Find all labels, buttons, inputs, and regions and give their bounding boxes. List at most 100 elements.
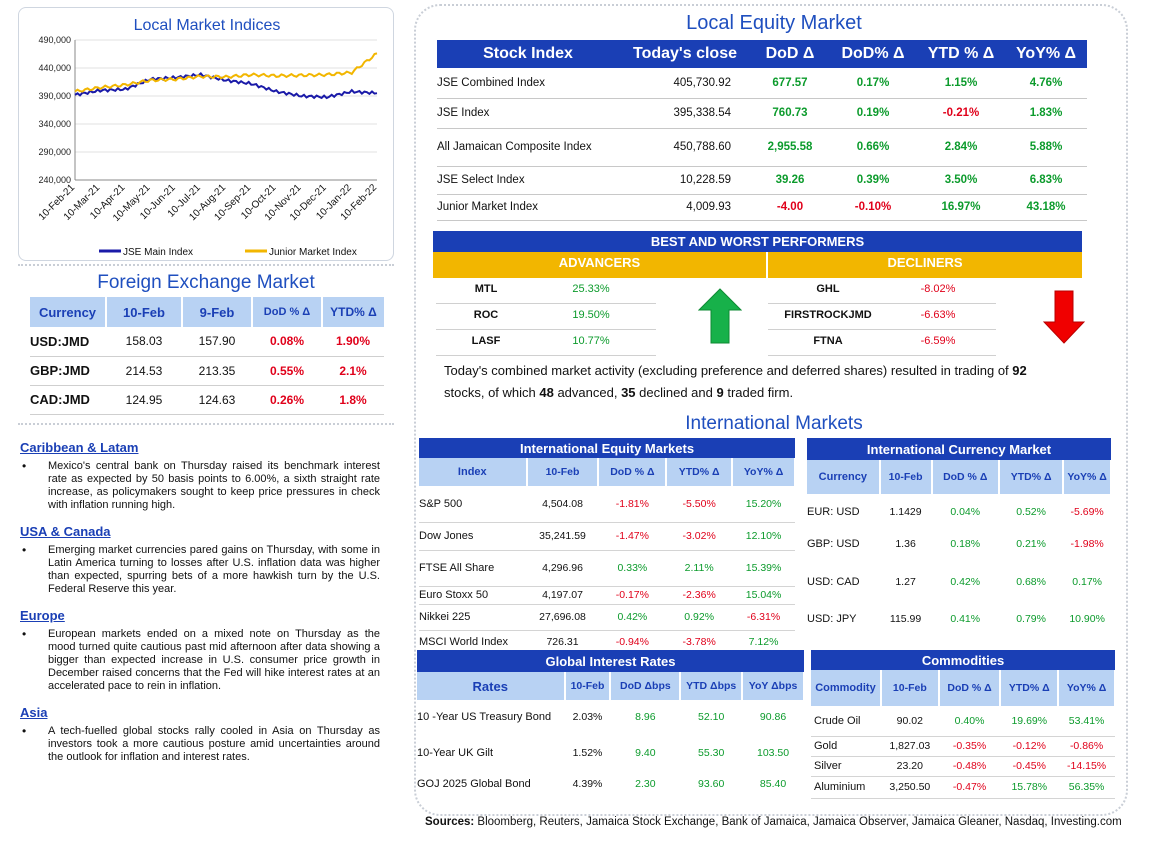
- currency-cell-d: 0.04%: [950, 506, 981, 518]
- equity-row: JSE Select Index 10,228.59 39.26 0.39% 3.50%…: [437, 166, 1087, 195]
- equity-cell-dodp: -0.10%: [829, 194, 917, 221]
- fx-cell-currency: GBP:JMD: [30, 356, 106, 386]
- currency-cell-y: 0.79%: [1016, 613, 1046, 625]
- equity-cell-dod: -4.00: [751, 194, 829, 221]
- equity-row: JSE Combined Index 405,730.92 677.57 0.17% 1…: [437, 68, 1087, 99]
- y-tick-label: 290,000: [38, 147, 71, 157]
- rates-row: 10-Year UK Gilt 1.52% 9.40 55.30 103.50: [417, 734, 804, 772]
- local-equity-table: Stock Index Today's close DoD Δ DoD% Δ Y…: [437, 40, 1087, 221]
- local-equity-title: Local Equity Market: [686, 12, 862, 34]
- equity-header: Index: [419, 458, 528, 486]
- currency-cell-n: EUR: USD: [807, 506, 860, 518]
- equity-cell-n: S&P 500: [419, 486, 527, 523]
- equity-cell-n: FTSE All Share: [419, 550, 527, 587]
- equity-cell-yy: -6.31%: [732, 604, 795, 631]
- fx-cell-ytd: 1.90%: [322, 327, 384, 357]
- rates-row: GOJ 2025 Global Bond 4.39% 2.30 93.60 85.40: [417, 772, 804, 796]
- commodities-cell-d: 0.40%: [938, 706, 1001, 737]
- currency-cell-d: 0.41%: [950, 613, 981, 625]
- commodities-cell-d: -0.47%: [938, 776, 1001, 799]
- commodities-cell-y: -0.12%: [1000, 736, 1059, 757]
- fx-title: Foreign Exchange Market: [97, 272, 315, 293]
- equity-cell-n: Nikkei 225: [419, 604, 527, 631]
- equity-cell-d: 0.33%: [598, 550, 667, 587]
- equity-cell-dod: 677.57: [751, 68, 829, 99]
- currency-cell-yy: 0.17%: [1072, 576, 1103, 588]
- decliner-symbol: GHL: [816, 283, 840, 295]
- news-heading-usa: USA & Canada: [20, 524, 111, 539]
- equity-cell-dodp: 0.17%: [829, 68, 917, 99]
- currency-cell-v: 115.99: [889, 613, 922, 625]
- rates-header: 10-Feb: [564, 672, 612, 700]
- decliner-symbol: FTNA: [813, 335, 843, 347]
- commodities-header: 10-Feb: [880, 670, 940, 706]
- commodities-row: Gold 1,827.03 -0.35% -0.12% -0.86%: [811, 736, 1115, 757]
- news-section: Caribbean & Latam Mexico's central bank …: [20, 440, 380, 764]
- rates-cell-y: 52.10: [698, 711, 725, 723]
- fx-cell-dod: 0.55%: [252, 356, 322, 386]
- rates-cell-d: 9.40: [635, 747, 656, 759]
- equity-cell-dod: 39.26: [751, 166, 829, 195]
- series-line-main: [74, 71, 378, 100]
- equity-cell-v: 4,504.08: [526, 486, 599, 523]
- rates-cell-yy: 85.40: [759, 778, 787, 790]
- rates-cell-yy: 103.50: [756, 747, 790, 759]
- currency-cell-v: 1.36: [895, 538, 916, 550]
- rates-header-row: Rates 10-Feb DoD Δbps YTD Δbps YoY Δbps: [417, 672, 805, 700]
- commodities-cell-d: -0.48%: [938, 756, 1001, 777]
- equity-cell-y: -2.36%: [666, 586, 733, 605]
- sources-text: Bloomberg, Reuters, Jamaica Stock Exchan…: [474, 816, 1122, 828]
- equity-cell-y: -3.02%: [666, 522, 733, 551]
- currency-header: Currency: [807, 460, 881, 494]
- rates-cell-v: 4.39%: [572, 778, 603, 790]
- summary-text-3: advanced,: [553, 385, 622, 400]
- equity-cell-yoy: 5.88%: [1005, 128, 1087, 167]
- equity-cell-ytd: 2.84%: [917, 128, 1005, 167]
- rates-header: DoD Δbps: [610, 672, 682, 700]
- commodities-row: Aluminium 3,250.50 -0.47% 15.78% 56.35%: [811, 776, 1115, 799]
- down-arrow-icon: [1043, 290, 1085, 344]
- equity-row: Euro Stoxx 50 4,197.07 -0.17% -2.36% 15.04%: [419, 586, 795, 605]
- advancer-symbol: MTL: [474, 283, 498, 295]
- currency-row: USD: JPY 115.99 0.41% 0.79% 10.90%: [807, 606, 1111, 632]
- fx-cell-dod: 0.26%: [252, 385, 322, 415]
- y-tick-label: 440,000: [38, 63, 71, 73]
- fx-header-date2: 9-Feb: [182, 297, 253, 327]
- y-tick-label: 240,000: [38, 175, 71, 185]
- equity-cell-yoy: 43.18%: [1005, 194, 1087, 221]
- commodities-header: DoD % Δ: [938, 670, 1002, 706]
- equity-cell-y: 2.11%: [666, 550, 733, 587]
- commodities-title: Commodities: [811, 650, 1115, 670]
- rates-header: Rates: [417, 672, 566, 700]
- commodities-cell-d: -0.35%: [938, 736, 1001, 757]
- commodities-cell-v: 3,250.50: [880, 776, 939, 799]
- equity-row: S&P 500 4,504.08 -1.81% -5.50% 15.20%: [419, 486, 795, 523]
- commodities-row: Silver 23.20 -0.48% -0.45% -14.15%: [811, 756, 1115, 777]
- equity-cell-d: -0.17%: [598, 586, 667, 605]
- equity-cell-close: 405,730.92: [619, 68, 751, 99]
- decliner-row: GHL -8.02%: [768, 278, 996, 304]
- equity-row: FTSE All Share 4,296.96 0.33% 2.11% 15.39%: [419, 550, 795, 587]
- commodities-header-row: Commodity 10-Feb DoD % Δ YTD% Δ YoY% Δ: [811, 670, 1116, 706]
- commodities-title-row: Commodities: [811, 650, 1115, 670]
- currency-cell-n: GBP: USD: [807, 538, 860, 550]
- advancer-symbol: ROC: [473, 309, 499, 321]
- rates-cell-y: 93.60: [698, 778, 725, 790]
- equity-cell-v: 4,296.96: [526, 550, 599, 587]
- fx-table: Currency 10-Feb 9-Feb DoD % Δ YTD% Δ USD…: [30, 297, 384, 415]
- equity-cell-ytd: 1.15%: [917, 68, 1005, 99]
- advancers-list: MTL 25.33% ROC 19.50% LASF 10.77%: [436, 278, 656, 356]
- advancers-label: ADVANCERS: [433, 252, 766, 278]
- equity-cell-d: 0.42%: [598, 604, 667, 631]
- rates-cell-n: 10-Year UK Gilt: [417, 747, 494, 759]
- equity-cell-dodp: 0.39%: [829, 166, 917, 195]
- equity-cell-d: -1.47%: [598, 522, 667, 551]
- y-tick-label: 490,000: [38, 35, 71, 45]
- fx-row: USD:JMD 158.03 157.90 0.08% 1.90%: [30, 327, 384, 357]
- decliners-label: DECLINERS: [768, 252, 1082, 278]
- equity-header: YoY% Δ: [732, 458, 796, 486]
- divider: [18, 423, 394, 425]
- summary-text-1: Today's combined market activity (exclud…: [444, 363, 1013, 378]
- advancer-pct: 19.50%: [572, 309, 610, 321]
- fx-cell-ytd: 2.1%: [322, 356, 384, 386]
